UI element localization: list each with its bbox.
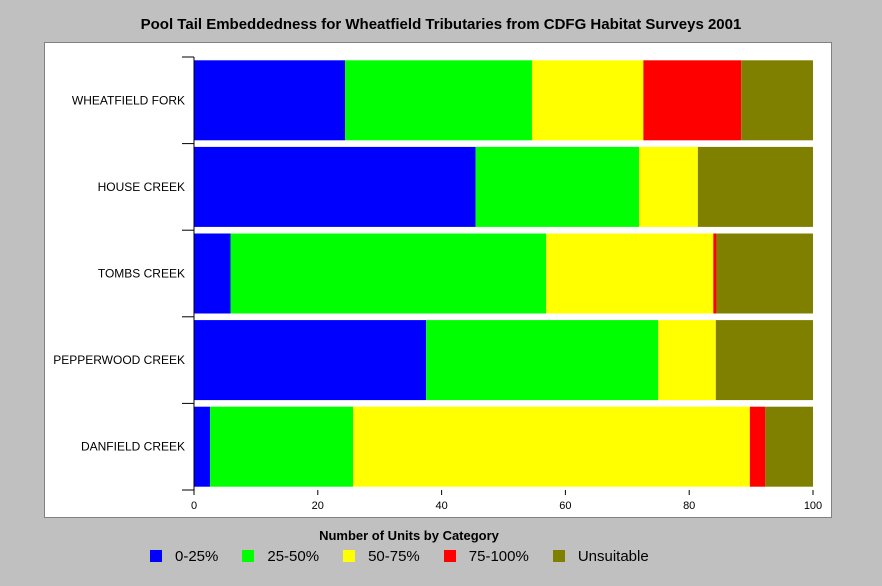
legend-swatch — [343, 550, 356, 562]
bar-house-creek-0-25 — [194, 146, 476, 227]
bar-pepperwood-creek-25-50 — [426, 320, 659, 401]
category-label-danfield-creek: DANFIELD CREEK — [81, 440, 185, 454]
legend-label: 0-25% — [175, 547, 219, 565]
legend-item-unsuitable: Unsuitable — [552, 547, 649, 565]
legend-label: 25-50% — [267, 547, 320, 565]
legend-swatch — [150, 550, 162, 562]
legend-label: 75-100% — [468, 547, 529, 565]
bar-danfield-creek-unsuitable — [765, 406, 813, 487]
legend-item-25-50: 25-50% — [242, 548, 319, 565]
bar-house-creek-50-75 — [639, 146, 698, 227]
legend-swatch — [443, 550, 456, 562]
x-tick-label-40: 40 — [435, 500, 447, 512]
bar-wheatfield-fork-unsuitable — [741, 60, 813, 141]
bar-pepperwood-creek-0-25 — [194, 320, 427, 401]
x-tick-label-0: 0 — [191, 500, 197, 512]
bar-house-creek-25-50 — [475, 146, 640, 227]
bar-wheatfield-fork-75-100 — [643, 60, 742, 141]
bar-danfield-creek-0-25 — [194, 406, 211, 487]
plot-panel: WHEATFIELD FORK HOUSE CREEK TOMBS CREEK PEP… — [44, 42, 832, 518]
legend-item-0-25: 0-25% — [150, 548, 218, 565]
x-tick-label-60: 60 — [559, 500, 571, 512]
bar-danfield-creek-50-75 — [353, 406, 750, 487]
bar-pepperwood-creek-unsuitable — [715, 320, 813, 401]
legend-label: Unsuitable — [577, 547, 649, 565]
category-label-tombs-creek: TOMBS CREEK — [98, 267, 185, 281]
bar-tombs-creek-50-75 — [546, 233, 714, 314]
bar-tombs-creek-25-50 — [230, 233, 547, 314]
bar-danfield-creek-75-100 — [749, 406, 766, 487]
bar-tombs-creek-0-25 — [194, 233, 231, 314]
bar-danfield-creek-25-50 — [210, 406, 354, 487]
legend: 0-25% 25-50% 50-75% 75-100% Unsuitable — [150, 546, 673, 566]
legend-item-50-75: 50-75% — [343, 548, 420, 565]
bar-tombs-creek-75-100 — [713, 233, 717, 314]
legend-label: 50-75% — [368, 547, 420, 565]
x-tick-label-80: 80 — [683, 500, 695, 512]
x-tick-label-20: 20 — [312, 500, 324, 512]
legend-item-75-100: 75-100% — [443, 547, 529, 565]
chart-title: Pool Tail Embeddedness for Wheatfield Tr… — [140, 16, 742, 33]
bar-pepperwood-creek-50-75 — [658, 320, 716, 401]
category-label-pepperwood-creek: PEPPERWOOD CREEK — [53, 353, 185, 367]
bar-chart: WHEATFIELD FORK HOUSE CREEK TOMBS CREEK PEP… — [53, 56, 822, 512]
x-tick-label-100: 100 — [804, 500, 822, 512]
legend-swatch — [552, 550, 565, 562]
bar-wheatfield-fork-25-50 — [345, 60, 532, 141]
bar-house-creek-unsuitable — [697, 146, 813, 227]
category-label-wheatfield-fork: WHEATFIELD FORK — [72, 93, 185, 107]
bar-wheatfield-fork-50-75 — [531, 60, 644, 141]
category-label-house-creek: HOUSE CREEK — [98, 180, 185, 194]
legend-swatch — [242, 550, 255, 562]
legend-title: Number of Units by Category — [319, 528, 499, 543]
bar-tombs-creek-unsuitable — [716, 233, 813, 314]
bar-wheatfield-fork-0-25 — [194, 60, 346, 141]
